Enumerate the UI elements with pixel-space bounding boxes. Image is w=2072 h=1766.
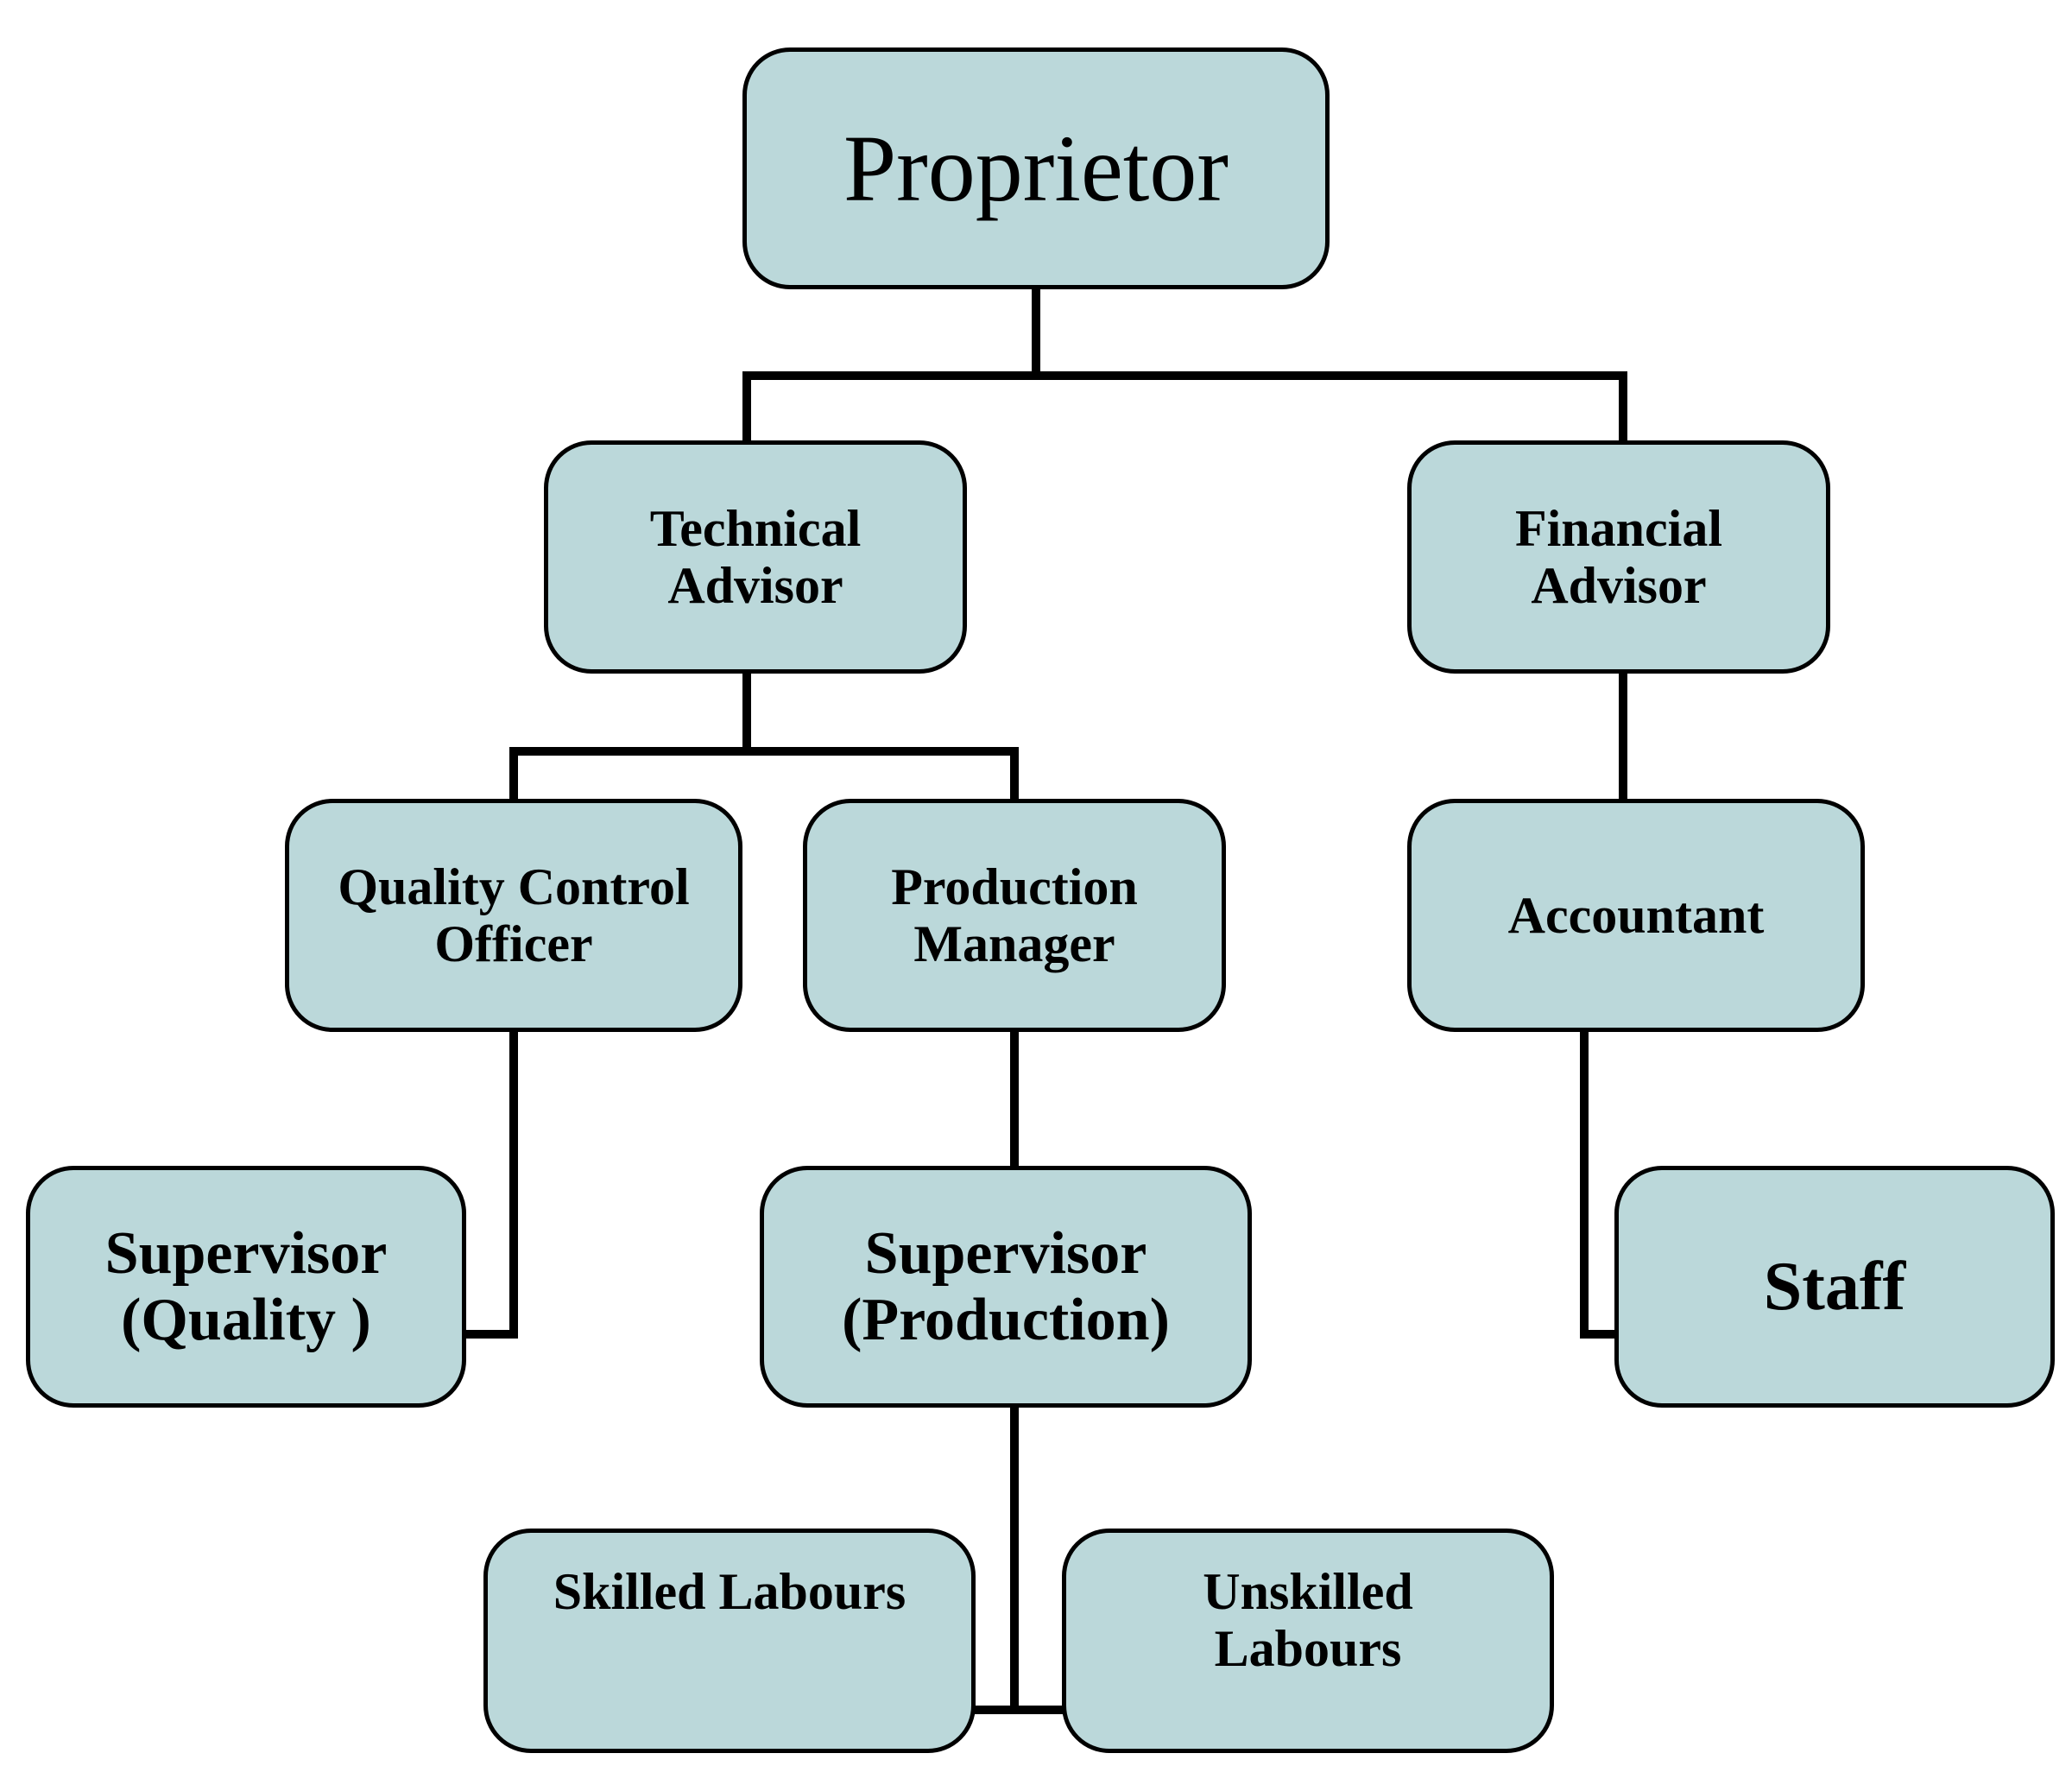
node-label-supervisor-prod: Supervisor (Production) [842, 1220, 1170, 1353]
node-label-unskilled-labours: Unskilled Labours [1203, 1563, 1412, 1677]
node-supervisor-quality: Supervisor (Quality ) [26, 1166, 466, 1408]
node-proprietor: Proprietor [742, 47, 1330, 289]
node-financial-advisor: Financial Advisor [1407, 440, 1830, 674]
node-accountant: Accountant [1407, 799, 1865, 1032]
node-label-technical-advisor: Technical Advisor [650, 500, 861, 614]
edge-9 [466, 1032, 514, 1334]
node-unskilled-labours: Unskilled Labours [1062, 1529, 1554, 1753]
org-chart-canvas: Proprietor Technical Advisor Financial Adv… [0, 0, 2072, 1766]
node-label-production-manager: Production Manager [891, 858, 1138, 972]
node-label-staff: Staff [1764, 1249, 1905, 1325]
node-technical-advisor: Technical Advisor [544, 440, 967, 674]
node-label-accountant: Accountant [1508, 887, 1765, 944]
node-label-proprietor: Proprietor [843, 117, 1229, 221]
node-supervisor-prod: Supervisor (Production) [760, 1166, 1252, 1408]
node-skilled-labours: Skilled Labours [483, 1529, 976, 1753]
node-label-supervisor-quality: Supervisor (Quality ) [105, 1220, 388, 1353]
node-staff: Staff [1614, 1166, 2055, 1408]
node-label-skilled-labours: Skilled Labours [553, 1563, 906, 1620]
node-label-financial-advisor: Financial Advisor [1515, 500, 1722, 614]
node-label-qc-officer: Quality Control Officer [338, 858, 689, 972]
edge-11 [1584, 1032, 1619, 1334]
node-production-manager: Production Manager [803, 799, 1226, 1032]
node-qc-officer: Quality Control Officer [285, 799, 742, 1032]
